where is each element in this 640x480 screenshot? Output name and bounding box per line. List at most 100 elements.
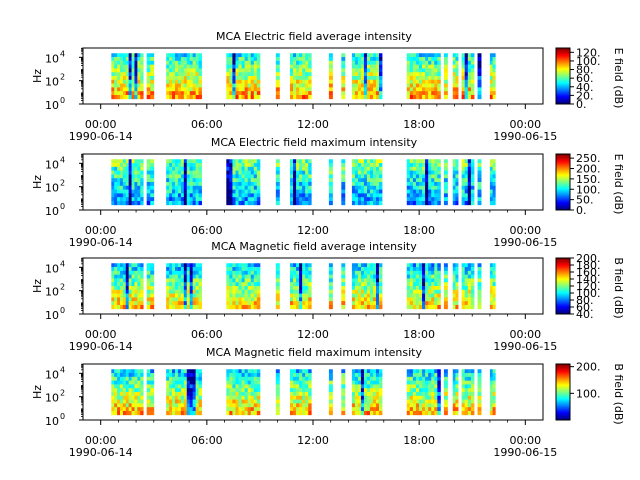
data-cell (372, 399, 377, 404)
y-tick-label: 10 (45, 99, 59, 112)
data-cell (111, 267, 115, 272)
data-cell (464, 278, 469, 283)
x-tick-label: 06:00 (191, 118, 223, 131)
data-cell (131, 270, 135, 276)
data-cell (428, 57, 432, 62)
data-cell (128, 392, 132, 397)
data-cell (111, 395, 115, 400)
data-cell (467, 170, 472, 175)
data-cell (431, 304, 435, 310)
data-cell (256, 410, 261, 416)
data-cell (360, 410, 365, 416)
data-cell (406, 185, 411, 190)
data-cell (172, 57, 176, 62)
data-cell (443, 79, 448, 84)
data-cell (226, 395, 230, 400)
data-cell (366, 64, 371, 69)
data-cell (372, 293, 377, 298)
data-cell (189, 410, 194, 416)
data-cell (443, 159, 448, 164)
data-cell (369, 270, 374, 276)
data-cell (250, 91, 255, 96)
x-tick-label: 12:00 (297, 434, 329, 447)
data-cell (470, 263, 475, 268)
data-cell (437, 384, 441, 389)
data-cell (406, 91, 411, 96)
data-cell (150, 407, 155, 412)
data-cell (226, 392, 230, 397)
data-cell (363, 286, 368, 291)
data-cell (241, 369, 246, 374)
data-cell (477, 369, 482, 374)
data-cell (150, 68, 155, 73)
data-cell (375, 60, 380, 66)
data-cell (186, 170, 191, 175)
data-cell (229, 60, 233, 66)
data-cell (186, 64, 191, 69)
data-cell (134, 200, 138, 206)
data-cell (172, 193, 176, 198)
data-cell (308, 274, 312, 279)
data-cell (119, 182, 124, 187)
data-cell (299, 289, 303, 294)
data-cell (125, 174, 130, 179)
colorbar-swatch (556, 286, 570, 288)
data-cell (250, 68, 255, 73)
data-cell (198, 289, 202, 294)
data-cell (122, 174, 127, 179)
data-cell (422, 94, 426, 100)
data-cell (128, 376, 132, 382)
data-cell (137, 380, 141, 385)
data-cell (117, 68, 121, 73)
data-cell (166, 403, 170, 408)
data-cell (150, 282, 155, 287)
data-cell (114, 68, 118, 73)
colorbar-tick-label: 0. (576, 98, 587, 111)
data-cell (150, 200, 155, 206)
data-cell (366, 263, 371, 268)
colorbar-tick-label: 0. (576, 204, 587, 217)
data-cell (253, 403, 258, 408)
data-cell (378, 163, 383, 168)
data-cell (256, 388, 261, 393)
data-cell (422, 197, 426, 202)
data-cell (192, 289, 197, 294)
data-cell (360, 270, 365, 276)
data-cell (247, 94, 252, 100)
data-cell (128, 388, 132, 393)
data-cell (477, 297, 482, 302)
data-cell (452, 91, 456, 96)
data-cell (470, 293, 475, 298)
data-cell (461, 384, 466, 389)
data-cell (226, 301, 230, 306)
data-cell (131, 369, 135, 374)
data-cell (363, 76, 368, 81)
data-cell (354, 369, 359, 374)
data-cell (241, 72, 246, 77)
data-cell (375, 278, 380, 283)
data-cell (461, 91, 466, 96)
data-cell (415, 83, 420, 88)
data-cell (425, 174, 429, 179)
data-cell (119, 178, 124, 183)
data-cell (415, 72, 420, 77)
colorbar-swatch (556, 288, 570, 291)
data-cell (140, 91, 144, 96)
data-cell (464, 301, 469, 306)
data-cell (238, 369, 242, 374)
data-cell (412, 197, 417, 202)
data-cell (175, 189, 179, 194)
data-cell (134, 373, 138, 378)
data-cell (351, 267, 356, 272)
data-cell (328, 297, 333, 302)
data-cell (119, 274, 124, 279)
data-cell (198, 304, 202, 310)
data-cell (183, 64, 188, 69)
data-cell (275, 185, 280, 190)
data-cell (122, 286, 127, 291)
colorbar-tick-label: 80. (576, 64, 594, 77)
data-cell (308, 174, 312, 179)
data-cell (492, 392, 496, 397)
colorbar-swatch (556, 70, 570, 72)
data-cell (378, 182, 383, 187)
